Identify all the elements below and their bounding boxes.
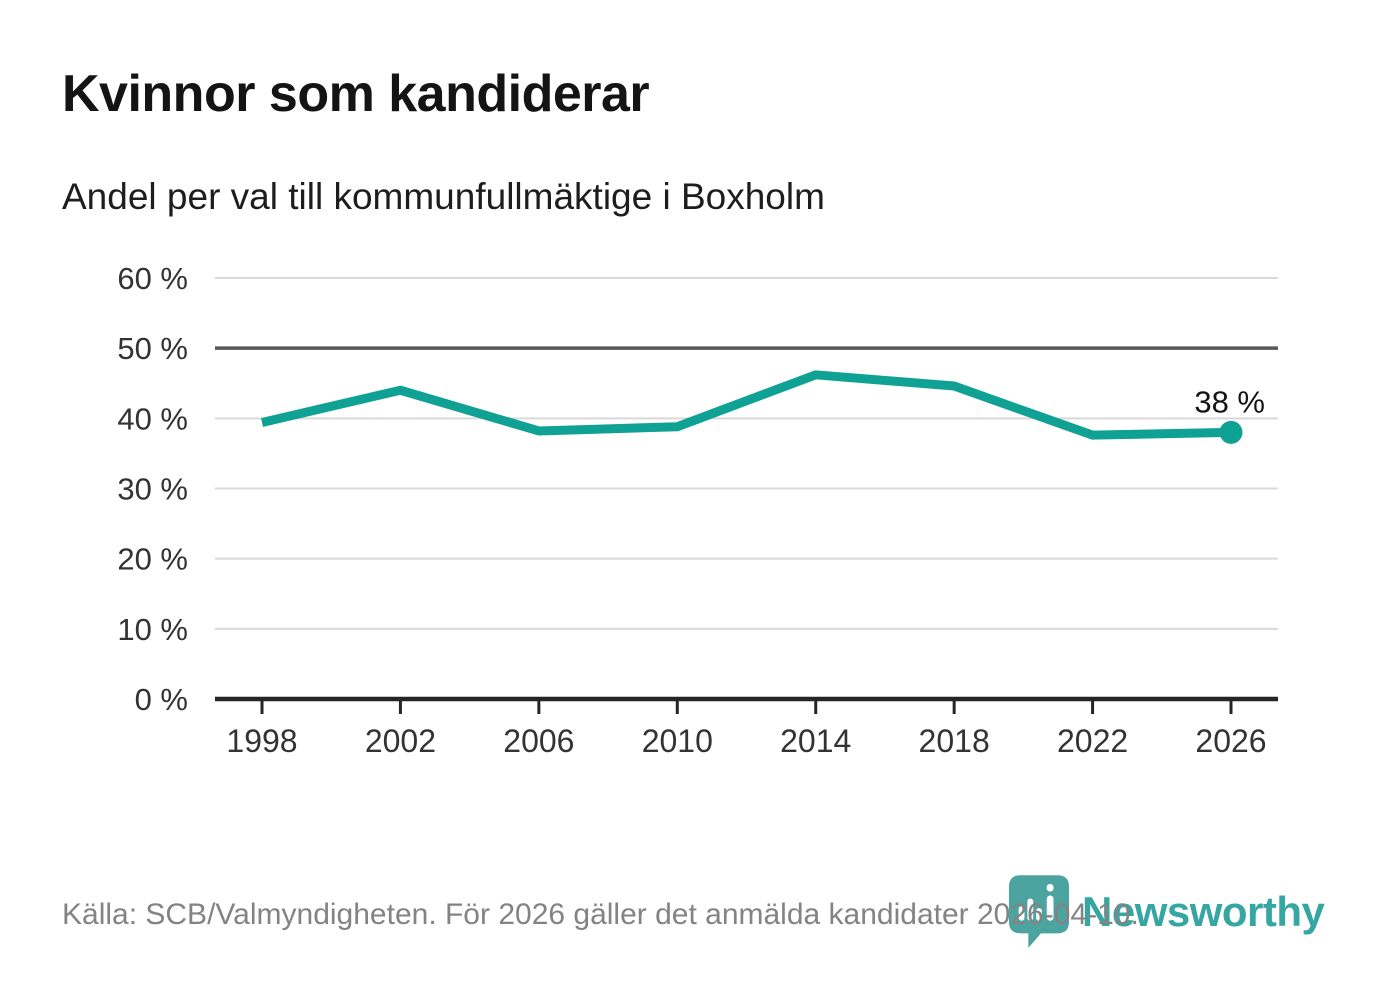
newsworthy-wordmark: Newsworthy [1082, 888, 1325, 935]
x-tick-label: 2002 [365, 723, 436, 759]
newsworthy-logo: Newsworthy [1008, 874, 1325, 950]
end-point-dot [1219, 420, 1243, 444]
x-tick-label: 2022 [1057, 723, 1128, 759]
y-tick-label: 10 % [117, 612, 188, 647]
y-tick-label: 30 % [117, 471, 188, 506]
x-tick-label: 1998 [226, 723, 297, 759]
x-tick-label: 2010 [642, 723, 713, 759]
end-value-label: 38 % [1194, 384, 1265, 419]
y-tick-label: 20 % [117, 542, 188, 577]
x-tick-label: 2014 [780, 723, 851, 759]
page-title: Kvinnor som kandiderar [62, 65, 650, 123]
y-tick-label: 50 % [117, 331, 188, 366]
y-tick-label: 0 % [135, 682, 188, 717]
source-note: Källa: SCB/Valmyndigheten. För 2026 gäll… [62, 898, 1139, 931]
y-tick-label: 40 % [117, 401, 188, 436]
y-tick-label: 60 % [117, 261, 188, 296]
newsworthy-pin-barchart-icon [1008, 875, 1070, 948]
x-tick-label: 2006 [503, 723, 574, 759]
data-line [260, 370, 1232, 440]
chart-subtitle: Andel per val till kommunfullmäktige i B… [62, 176, 825, 217]
x-tick-label: 2026 [1195, 723, 1266, 759]
x-tick-label: 2018 [919, 723, 990, 759]
